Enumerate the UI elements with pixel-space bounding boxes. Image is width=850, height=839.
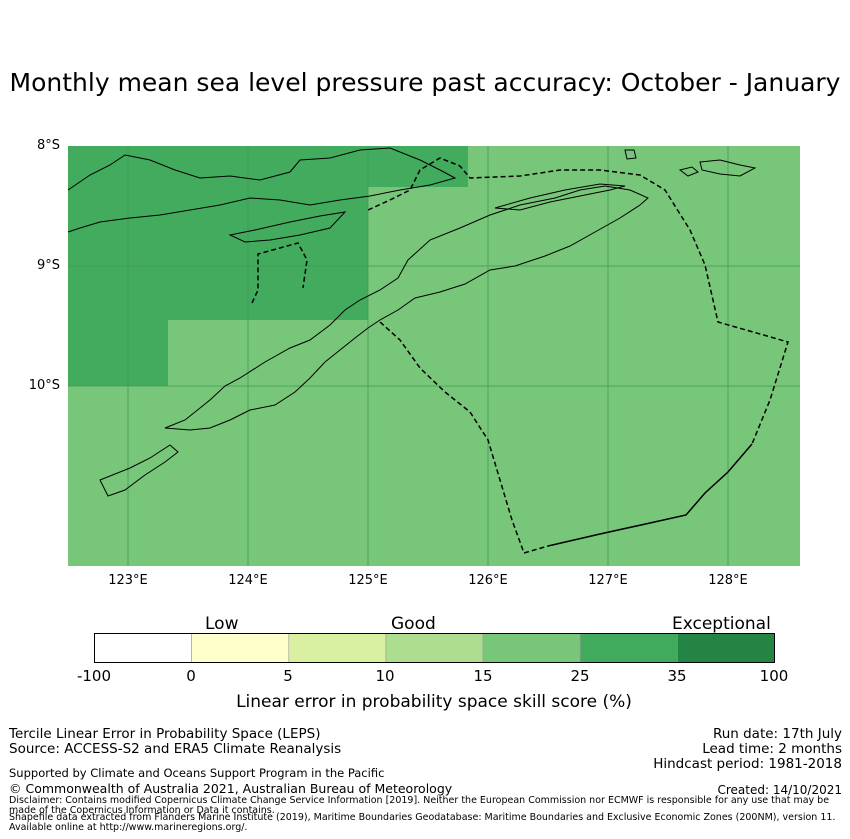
colorbar-cell [482,633,581,663]
footer-run-date: Run date: 17th July [712,726,842,742]
eez-boundary-solid [547,443,753,547]
category-low: Low [205,614,239,634]
colorbar-tick: 100 [759,667,789,685]
islet-coastline-2 [624,149,637,160]
flores-coastline [67,147,457,233]
lat-label-10s: 10°S [28,378,60,393]
colorbar-tick: 5 [283,667,293,685]
footer-hindcast: Hindcast period: 1981-2018 [653,756,842,772]
colorbar-cell [385,633,484,663]
category-exceptional: Exceptional [672,614,771,634]
timor-coastline [164,185,649,431]
eez-boundary-dashed [251,157,789,554]
footer-source: Source: ACCESS-S2 and ERA5 Climate Reana… [9,741,342,757]
colorbar-tick: 25 [570,667,590,685]
colorbar-cell [94,633,192,663]
coastlines [67,147,757,497]
lat-label-9s: 9°S [36,258,60,273]
colorbar-cell [288,633,387,663]
colorbar-tick: 15 [473,667,493,685]
category-good: Good [391,614,436,634]
wetar-coastline [494,183,626,211]
lon-label-123e: 123°E [108,573,148,588]
footer-created: Created: 14/10/2021 [717,783,842,797]
footer-support: Supported by Climate and Oceans Support … [9,766,385,780]
rote-coastline [99,444,179,497]
islet-coastline [699,159,757,177]
alor-coastline [228,211,347,243]
colorbar-cell [677,633,775,663]
footer-copyright: © Commonwealth of Australia 2021, Austra… [9,781,453,796]
graticule [68,146,800,566]
lon-label-126e: 126°E [468,573,508,588]
footer-shapefile: Shapefile data extracted from Flanders M… [9,812,836,833]
lon-label-128e: 128°E [708,573,748,588]
lon-label-127e: 127°E [588,573,628,588]
colorbar-tick: 10 [375,667,395,685]
footer-leps: Tercile Linear Error in Probability Spac… [9,726,321,742]
colorbar-tick: 35 [667,667,687,685]
colorbar [94,633,775,663]
colorbar-cell [191,633,290,663]
colorbar-label: Linear error in probability space skill … [236,692,632,712]
lat-label-8s: 8°S [36,138,60,153]
footer-lead-time: Lead time: 2 months [702,741,842,757]
colorbar-tick: 0 [186,667,196,685]
colorbar-cell [579,633,678,663]
map-title: Monthly mean sea level pressure past acc… [9,68,841,97]
islet-coastline-3 [678,166,699,177]
footer-disclaimer: Disclaimer: Contains modified Copernicus… [9,795,830,816]
lon-label-124e: 124°E [228,573,268,588]
colorbar-tick: -100 [76,667,112,685]
lon-label-125e: 125°E [348,573,388,588]
